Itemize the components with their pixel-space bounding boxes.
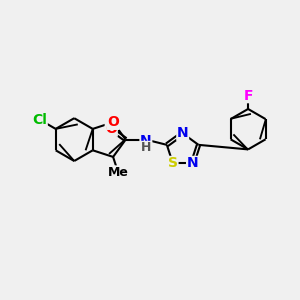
Text: H: H xyxy=(141,141,151,154)
Text: N: N xyxy=(177,126,188,140)
Text: O: O xyxy=(107,115,119,129)
Text: N: N xyxy=(187,157,198,170)
Text: O: O xyxy=(105,122,117,136)
Text: Me: Me xyxy=(108,166,129,179)
Text: Cl: Cl xyxy=(32,113,47,127)
Text: S: S xyxy=(168,157,178,170)
Text: N: N xyxy=(140,134,152,148)
Text: F: F xyxy=(243,88,253,103)
